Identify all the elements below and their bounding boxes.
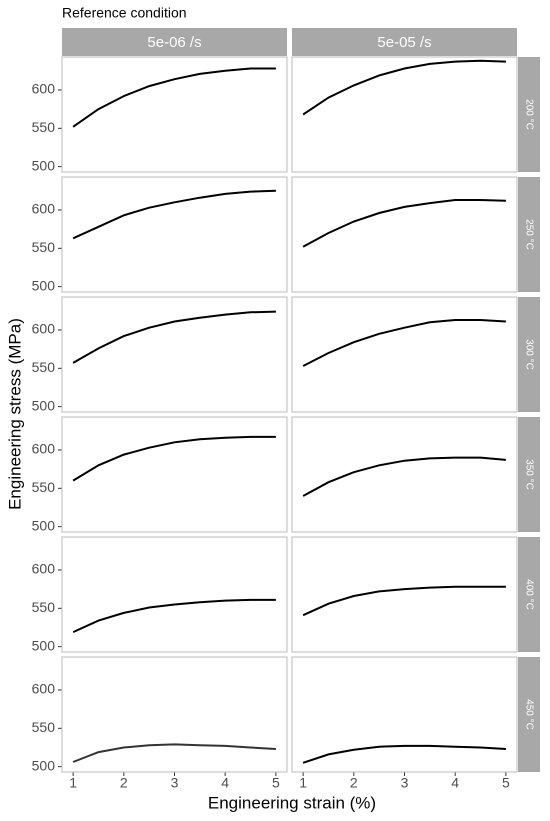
y-tick-label: 550 [32, 599, 56, 615]
line [72, 743, 276, 763]
x-tick-label: 5 [502, 775, 510, 791]
row-strip [518, 417, 540, 532]
x-tick-label: 1 [69, 775, 77, 791]
x-tick-label: 4 [221, 775, 229, 791]
y-tick-label: 500 [32, 637, 56, 653]
y-tick-label: 550 [32, 359, 56, 375]
y-tick-label: 550 [32, 239, 56, 255]
x-tick-label: 2 [120, 775, 128, 791]
y-tick-label: 500 [32, 157, 56, 173]
row-strip-label: 300 °C [523, 339, 534, 370]
panel [61, 176, 288, 293]
panel [61, 536, 288, 653]
y-tick-label: 600 [32, 561, 56, 577]
line [72, 67, 276, 128]
panel [291, 536, 518, 653]
panel [291, 56, 518, 173]
column-strip-label: 5e-05 /s [377, 34, 431, 51]
x-axis-label: Engineering strain (%) [208, 793, 376, 812]
y-tick-label: 550 [32, 119, 56, 135]
x-tick-label: 4 [451, 775, 459, 791]
y-tick-label: 600 [32, 201, 56, 217]
row-strip-label: 250 °C [523, 219, 534, 250]
line [302, 585, 506, 617]
row-strip [518, 537, 540, 652]
y-axis-label: Engineering stress (MPa) [5, 318, 24, 510]
x-tick-label: 5 [272, 775, 280, 791]
line [72, 435, 276, 482]
x-tick-label: 2 [350, 775, 358, 791]
column-strip [292, 28, 517, 56]
y-tick-label: 500 [32, 277, 56, 293]
panel [291, 656, 518, 773]
x-tick-label: 3 [171, 775, 179, 791]
line [302, 456, 506, 497]
chart-title: Reference condition [62, 5, 187, 21]
row-strip [518, 657, 540, 772]
row-strip-label: 350 °C [523, 459, 534, 490]
y-tick-label: 550 [32, 479, 56, 495]
column-strip-label: 5e-06 /s [147, 34, 201, 51]
column-strip [62, 28, 287, 56]
panel [291, 296, 518, 413]
line [72, 598, 276, 634]
x-tick-label: 1 [299, 775, 307, 791]
panel [61, 656, 288, 773]
row-strip-label: 400 °C [523, 579, 534, 610]
y-tick-label: 500 [32, 757, 56, 773]
line [302, 319, 506, 367]
row-strip [518, 57, 540, 172]
panel [61, 416, 288, 533]
y-tick-label: 600 [32, 681, 56, 697]
row-strip-label: 450 °C [523, 699, 534, 730]
y-tick-label: 550 [32, 719, 56, 735]
line [72, 189, 276, 240]
y-tick-label: 600 [32, 81, 56, 97]
panel [291, 416, 518, 533]
line [302, 59, 506, 116]
x-tick-label: 3 [401, 775, 409, 791]
y-tick-label: 500 [32, 517, 56, 533]
line [302, 199, 506, 248]
y-tick-label: 600 [32, 441, 56, 457]
panel [61, 56, 288, 173]
row-strip [518, 177, 540, 292]
y-tick-label: 500 [32, 397, 56, 413]
line [72, 310, 276, 364]
row-strip [518, 297, 540, 412]
y-tick-label: 600 [32, 321, 56, 337]
panel [61, 296, 288, 413]
row-strip-label: 200 °C [523, 99, 534, 130]
line [302, 744, 506, 764]
panel [291, 176, 518, 293]
